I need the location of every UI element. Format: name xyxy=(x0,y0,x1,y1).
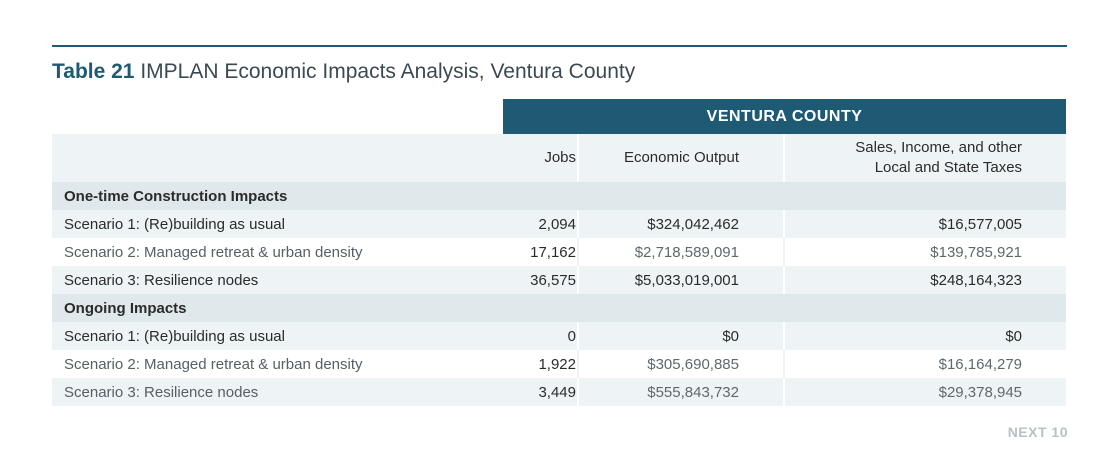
column-header-jobs: Jobs xyxy=(503,134,578,182)
taxes-cell: $16,577,005 xyxy=(782,210,1067,238)
table-number: Table 21 xyxy=(52,60,135,83)
top-rule xyxy=(52,45,1067,47)
taxes-cell: $139,785,921 xyxy=(782,238,1067,266)
footer-brand: NEXT 10 xyxy=(1007,424,1068,440)
table-title: Table 21 IMPLAN Economic Impacts Analysi… xyxy=(52,60,635,84)
jobs-cell: 17,162 xyxy=(503,238,578,266)
table-caption: IMPLAN Economic Impacts Analysis, Ventur… xyxy=(140,60,636,83)
taxes-cell: $29,378,945 xyxy=(782,378,1067,406)
row-label: Scenario 1: (Re)building as usual xyxy=(52,210,503,238)
section-header: Ongoing Impacts xyxy=(52,294,1067,322)
column-header-taxes-line2: Local and State Taxes xyxy=(874,159,1023,176)
taxes-cell: $248,164,323 xyxy=(782,266,1067,294)
section-header: One-time Construction Impacts xyxy=(52,182,1067,210)
row-label: Scenario 2: Managed retreat & urban dens… xyxy=(52,238,503,266)
column-header-taxes-line1: Sales, Income, and other xyxy=(855,139,1023,156)
jobs-cell: 3,449 xyxy=(503,378,578,406)
output-cell: $5,033,019,001 xyxy=(577,266,784,294)
county-header: VENTURA COUNTY xyxy=(503,99,1067,134)
output-cell: $305,690,885 xyxy=(577,350,784,378)
output-cell: $2,718,589,091 xyxy=(577,238,784,266)
row-label: Scenario 3: Resilience nodes xyxy=(52,266,503,294)
row-label: Scenario 3: Resilience nodes xyxy=(52,378,503,406)
taxes-cell: $16,164,279 xyxy=(782,350,1067,378)
taxes-cell: $0 xyxy=(782,322,1067,350)
table-row: Scenario 2: Managed retreat & urban dens… xyxy=(52,350,1067,378)
output-cell: $555,843,732 xyxy=(577,378,784,406)
column-header-taxes: Sales, Income, and other Local and State… xyxy=(782,134,1067,182)
jobs-cell: 1,922 xyxy=(503,350,578,378)
section-title: One-time Construction Impacts xyxy=(52,182,1067,210)
row-label: Scenario 1: (Re)building as usual xyxy=(52,322,503,350)
table-row: Scenario 3: Resilience nodes 36,575 $5,0… xyxy=(52,266,1067,294)
jobs-cell: 2,094 xyxy=(503,210,578,238)
section-title: Ongoing Impacts xyxy=(52,294,1067,322)
output-cell: $0 xyxy=(577,322,784,350)
output-cell: $324,042,462 xyxy=(577,210,784,238)
row-label: Scenario 2: Managed retreat & urban dens… xyxy=(52,350,503,378)
jobs-cell: 0 xyxy=(503,322,578,350)
column-header-output: Economic Output xyxy=(577,134,784,182)
table-row: Scenario 1: (Re)building as usual 0 $0 $… xyxy=(52,322,1067,350)
column-header-row: Jobs Economic Output Sales, Income, and … xyxy=(52,134,1067,182)
impacts-table: VENTURA COUNTY Jobs Economic Output Sale… xyxy=(52,99,1067,406)
jobs-cell: 36,575 xyxy=(503,266,578,294)
table-row: Scenario 1: (Re)building as usual 2,094 … xyxy=(52,210,1067,238)
table-row: Scenario 3: Resilience nodes 3,449 $555,… xyxy=(52,378,1067,406)
county-header-row: VENTURA COUNTY xyxy=(52,99,1067,134)
table-row: Scenario 2: Managed retreat & urban dens… xyxy=(52,238,1067,266)
